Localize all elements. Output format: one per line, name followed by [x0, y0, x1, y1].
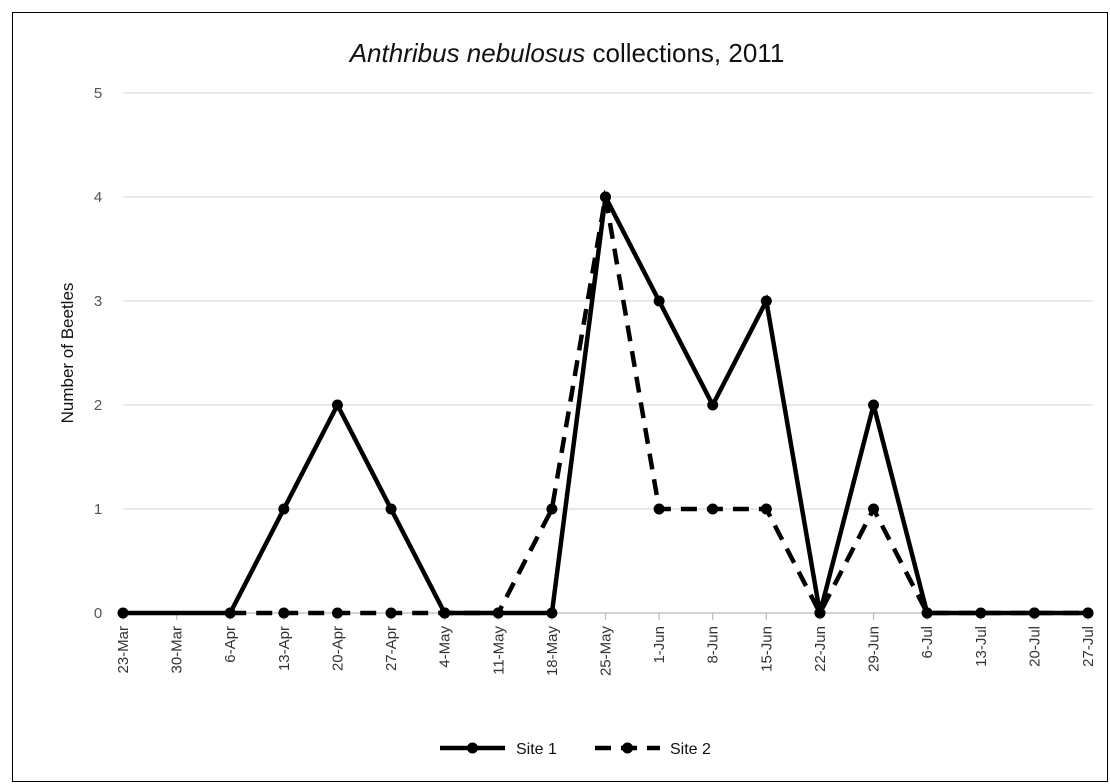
chart-title: Anthribus nebulosus collections, 2011	[348, 38, 785, 68]
data-point-series-1	[707, 399, 719, 411]
chart-title-rest: collections, 2011	[585, 38, 784, 68]
data-point-series-2	[546, 503, 558, 515]
data-point-series-2	[331, 607, 343, 619]
y-tick-label: 3	[94, 293, 102, 310]
data-point-series-2	[439, 607, 451, 619]
data-point-series-2	[921, 607, 933, 619]
y-tick-label: 0	[94, 605, 102, 622]
data-point-series-1	[331, 399, 343, 411]
legend: Site 1 Site 2	[440, 741, 711, 758]
chart-frame	[12, 12, 1108, 782]
x-tick-label: 22-Jun	[812, 626, 829, 672]
y-tick-label: 1	[94, 501, 102, 518]
data-point-series-2	[278, 607, 290, 619]
x-tick-label: 27-Jul	[1080, 626, 1097, 667]
x-tick-label: 18-May	[544, 626, 561, 677]
y-tick-label: 4	[94, 189, 102, 206]
x-tick-label: 6-Jul	[919, 626, 936, 659]
x-tick-label: 29-Jun	[866, 626, 883, 672]
legend-marker-2	[622, 742, 633, 754]
y-tick-labels: 0 1 2 3 4 5	[94, 85, 102, 622]
data-point-series-1	[653, 295, 665, 307]
y-tick-label: 2	[94, 397, 102, 414]
x-tick-label: 6-Apr	[222, 626, 239, 663]
x-tick-label: 13-Apr	[276, 626, 293, 671]
data-point-series-2	[868, 503, 880, 515]
x-tick-label: 27-Apr	[383, 626, 400, 671]
data-point-series-2	[707, 503, 719, 515]
data-point-series-2	[492, 607, 504, 619]
x-tick-label: 20-Apr	[329, 626, 346, 671]
x-tick-labels: 23-Mar 30-Mar 6-Apr 13-Apr 20-Apr 27-Apr 4-May…	[115, 613, 1097, 676]
data-point-series-2	[760, 503, 772, 515]
data-point-series-2	[1082, 607, 1094, 619]
x-tick-label: 11-May	[490, 626, 507, 675]
data-point-series-1	[117, 607, 129, 619]
chart-title-italic: Anthribus nebulosus	[348, 38, 586, 68]
x-tick-label: 13-Jul	[973, 626, 990, 667]
data-point-series-2	[1028, 607, 1040, 619]
x-tick-label: 23-Mar	[115, 626, 132, 674]
legend-label-2: Site 2	[670, 741, 711, 758]
x-tick-label: 8-Jun	[705, 626, 722, 664]
data-point-series-2	[224, 607, 236, 619]
legend-marker-1	[467, 742, 478, 754]
data-point-series-1	[868, 399, 880, 411]
series-layer	[117, 189, 1094, 619]
data-point-series-2	[653, 503, 665, 515]
x-tick-label: 30-Mar	[169, 626, 186, 674]
legend-label-1: Site 1	[516, 741, 557, 758]
x-tick-label: 4-May	[437, 626, 454, 668]
data-point-series-1	[278, 503, 290, 515]
data-point-series-1	[546, 607, 558, 619]
y-tick-label: 5	[94, 85, 102, 102]
x-tick-label: 15-Jun	[758, 626, 775, 672]
x-tick-label: 20-Jul	[1026, 626, 1043, 667]
x-tick-label: 25-May	[598, 626, 615, 677]
data-point-series-1	[385, 503, 397, 515]
data-point-series-1	[760, 295, 772, 307]
x-tick-label: 1-Jun	[651, 626, 668, 664]
data-point-series-2	[814, 607, 826, 619]
data-point-series-2	[385, 607, 397, 619]
series-line-2	[230, 196, 1088, 618]
data-point-series-1	[975, 607, 987, 619]
data-point-series-2	[600, 191, 611, 203]
y-axis-title: Number of Beetles	[58, 283, 77, 424]
